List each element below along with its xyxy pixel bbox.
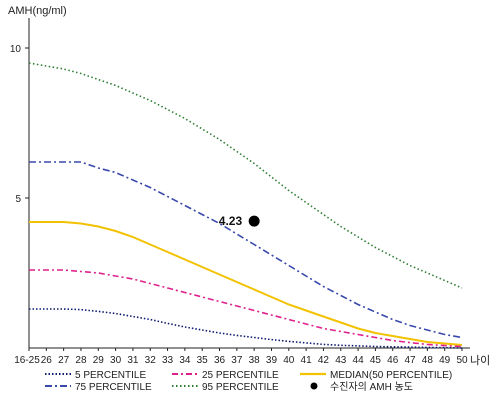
x-tick-label: 36 <box>214 355 226 366</box>
legend: 5 PERCENTILE 25 PERCENTILE MEDIAN(50 PERCE… <box>45 370 452 393</box>
legend-label: 25 PERCENTILE <box>202 370 279 381</box>
legend-label: 95 PERCENTILE <box>202 382 279 393</box>
series-line-5-percentile <box>29 308 463 349</box>
y-axis-label: AMH(ng/ml) <box>8 5 67 17</box>
legend-label: 수진자의 AMH 농도 <box>330 381 413 393</box>
x-tick-label: 46 <box>387 355 399 366</box>
x-tick-label: 50 <box>456 355 468 366</box>
x-tick-label: 39 <box>266 355 278 366</box>
x-axis-label: 나이 <box>470 354 490 367</box>
x-tick-label: 43 <box>335 355 347 366</box>
x-tick-label: 31 <box>127 355 139 366</box>
series-line-95-percentile <box>28 62 463 289</box>
x-tick-label: 28 <box>75 355 87 366</box>
x-tick-label: 33 <box>162 355 174 366</box>
x-tick-label: 47 <box>404 355 416 366</box>
y-ticks: 5 10 <box>10 44 29 205</box>
x-tick-label: 29 <box>93 355 105 366</box>
x-tick-label: 44 <box>353 355 365 366</box>
series-line-25-percentile <box>29 269 463 348</box>
x-tick-label: 32 <box>145 355 157 366</box>
x-tick-label: 40 <box>283 355 295 366</box>
y-tick-label: 10 <box>10 44 22 55</box>
patient-amh-value-label: 4.23 <box>219 214 243 228</box>
legend-label: MEDIAN(50 PERCENTILE) <box>330 370 452 381</box>
x-tick-label: 30 <box>110 355 122 366</box>
x-tick-label: 37 <box>231 355 243 366</box>
x-tick-label: 42 <box>318 355 330 366</box>
x-tick-label: 45 <box>370 355 382 366</box>
patient-amh-point <box>248 215 260 227</box>
legend-label: 75 PERCENTILE <box>75 382 152 393</box>
legend-marker-patient <box>310 382 318 390</box>
x-tick-label: 27 <box>58 355 70 366</box>
series-line-median-50-percentile <box>29 221 463 346</box>
y-tick-label: 5 <box>15 194 21 205</box>
x-tick-label: 41 <box>301 355 313 366</box>
patient-point-layer: 4.23 <box>219 214 260 228</box>
legend-label: 5 PERCENTILE <box>75 370 146 381</box>
x-tick-label: 38 <box>249 355 261 366</box>
x-tick-label: 48 <box>422 355 434 366</box>
series-lines <box>28 62 463 349</box>
x-tick-label: 35 <box>197 355 209 366</box>
x-tick-label: 26 <box>41 355 53 366</box>
x-tick-label: 34 <box>179 355 191 366</box>
series-line-75-percentile <box>29 161 463 339</box>
x-tick-label: 16-25 <box>14 355 40 366</box>
x-ticks: 16-25 26 27 28 29 30 31 32 33 34 35 36 37 38 39 40 41 42 4… <box>14 348 468 366</box>
x-tick-label: 49 <box>439 355 451 366</box>
